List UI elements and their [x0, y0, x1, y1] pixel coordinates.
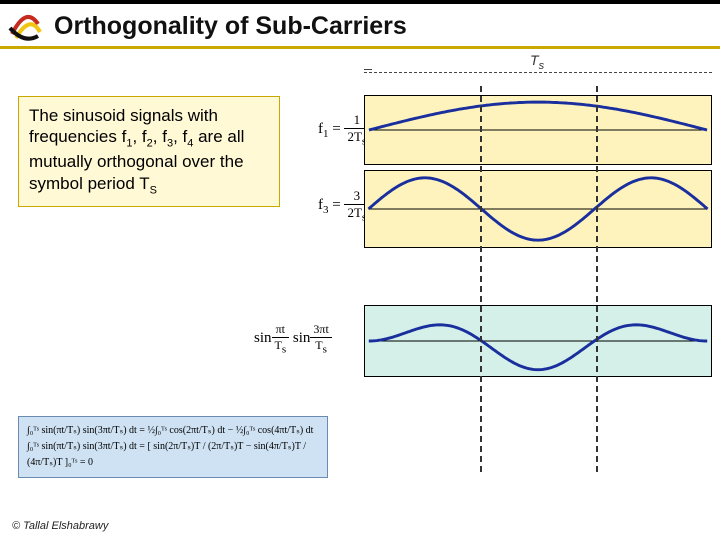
wave-panel-product: [364, 305, 712, 377]
product-formula: sinπtTs sin3πtTs: [254, 322, 332, 355]
wave-panel-f3: [364, 170, 712, 248]
logo: [8, 10, 44, 42]
page-title: Orthogonality of Sub-Carriers: [54, 12, 407, 41]
ref-line-1: [480, 86, 482, 472]
description-box: The sinusoid signals with frequencies f1…: [18, 96, 280, 207]
footer-copyright: © Tallal Elshabrawy: [12, 520, 108, 532]
period-span-line: [364, 72, 712, 73]
period-label: Ts: [530, 52, 544, 72]
integral-box: ∫₀ᵀˢ sin(πt/Tₛ) sin(3πt/Tₛ) dt = ½∫₀ᵀˢ c…: [18, 416, 328, 478]
header: Orthogonality of Sub-Carriers: [0, 4, 720, 49]
ref-line-2: [596, 86, 598, 472]
integral-line-1: ∫₀ᵀˢ sin(πt/Tₛ) sin(3πt/Tₛ) dt = ½∫₀ᵀˢ c…: [27, 423, 319, 439]
integral-line-2: ∫₀ᵀˢ sin(πt/Tₛ) sin(3πt/Tₛ) dt = [ sin(2…: [27, 439, 319, 471]
wave-panel-f1: [364, 95, 712, 165]
formula-f3: f3 = 32Ts: [318, 188, 369, 224]
formula-f1: f1 = 12Ts: [318, 112, 369, 148]
